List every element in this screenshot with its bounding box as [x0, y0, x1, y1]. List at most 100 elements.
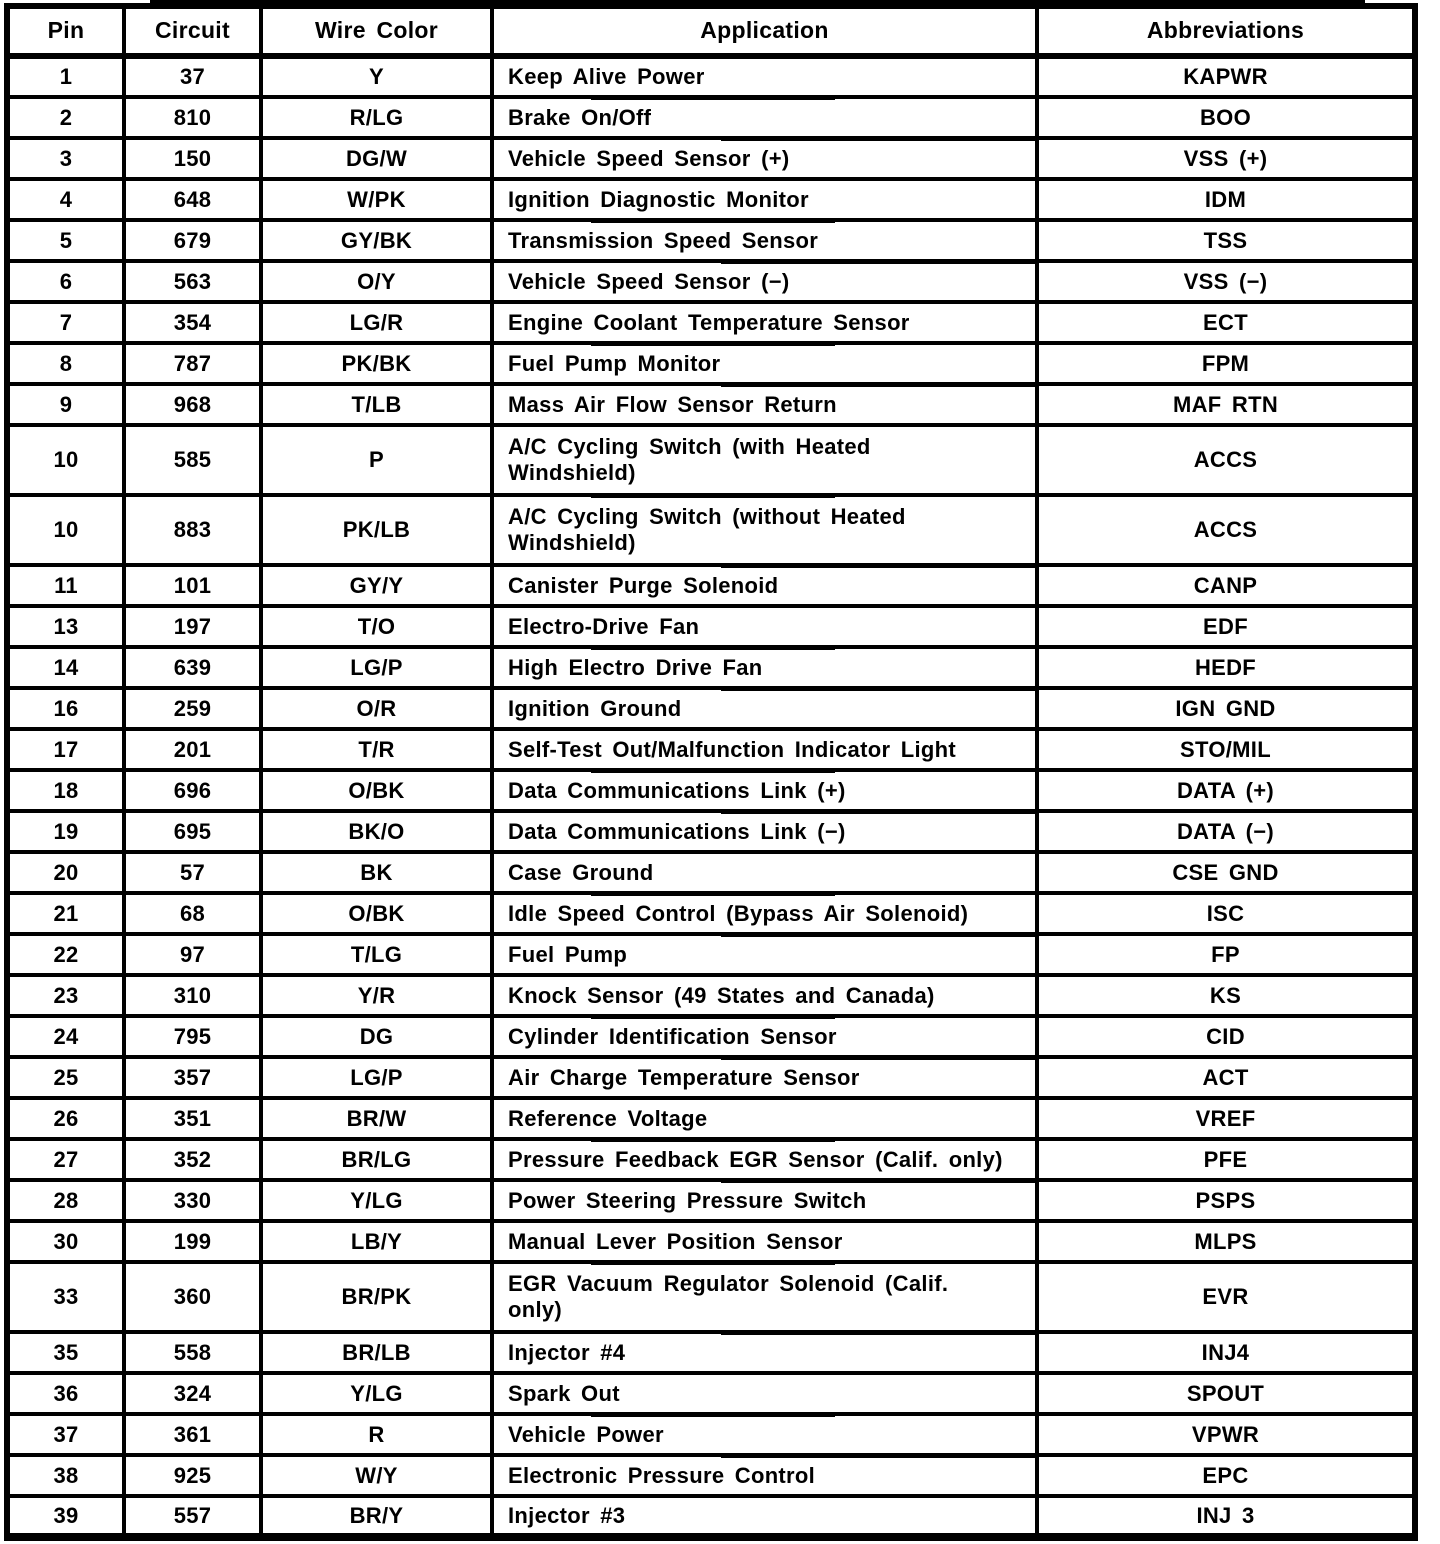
pin-cell: 4 — [5, 177, 126, 222]
abbreviation-cell: EDF — [1035, 604, 1417, 649]
application-cell: Air Charge Temperature Sensor — [490, 1055, 1039, 1100]
application-cell: Canister Purge Solenoid — [490, 563, 1039, 608]
application-cell: Case Ground — [490, 850, 1039, 895]
table-row: 24 795 DG Cylinder Identification Sensor CID — [5, 1014, 1417, 1059]
abbreviation-cell: FPM — [1035, 341, 1417, 386]
circuit-cell: 883 — [122, 493, 263, 567]
pin-cell: 14 — [5, 645, 126, 690]
wire-color-cell: O/Y — [259, 259, 494, 304]
table-row: 30 199 LB/Y Manual Lever Position Sensor MLP… — [5, 1219, 1417, 1264]
wire-color-cell: T/R — [259, 727, 494, 772]
table-row: 5 679 GY/BK Transmission Speed Sensor TSS — [5, 218, 1417, 263]
wire-color-cell: Y — [259, 54, 494, 99]
application-cell: Spark Out — [490, 1371, 1039, 1416]
pin-cell: 13 — [5, 604, 126, 649]
pin-cell: 21 — [5, 891, 126, 936]
table-row: 2 810 R/LG Brake On/Off BOO — [5, 95, 1417, 140]
abbreviation-cell: TSS — [1035, 218, 1417, 263]
abbreviation-cell: MAF RTN — [1035, 382, 1417, 427]
abbreviation-cell: VPWR — [1035, 1412, 1417, 1457]
pin-cell: 18 — [5, 768, 126, 813]
application-cell: Data Communications Link (+) — [490, 768, 1039, 813]
wire-color-cell: P — [259, 423, 494, 497]
column-header-pin: Pin — [5, 4, 126, 59]
table-row: 14 639 LG/P High Electro Drive Fan HEDF — [5, 645, 1417, 690]
wire-color-cell: R/LG — [259, 95, 494, 140]
abbreviation-cell: DATA (+) — [1035, 768, 1417, 813]
application-cell: Fuel Pump — [490, 932, 1039, 977]
circuit-cell: 558 — [122, 1330, 263, 1375]
circuit-cell: 101 — [122, 563, 263, 608]
application-cell: EGR Vacuum Regulator Solenoid (Calif. on… — [490, 1260, 1039, 1334]
circuit-cell: 351 — [122, 1096, 263, 1141]
abbreviation-cell: ACT — [1035, 1055, 1417, 1100]
circuit-cell: 150 — [122, 136, 263, 181]
application-cell: Brake On/Off — [490, 95, 1039, 140]
header-row: Pin Circuit Wire Color Application Abbre… — [5, 4, 1417, 59]
pin-cell: 5 — [5, 218, 126, 263]
circuit-cell: 810 — [122, 95, 263, 140]
wire-color-cell: W/PK — [259, 177, 494, 222]
circuit-cell: 695 — [122, 809, 263, 854]
wire-color-cell: T/O — [259, 604, 494, 649]
abbreviation-cell: CSE GND — [1035, 850, 1417, 895]
wire-color-cell: BR/Y — [259, 1494, 494, 1539]
abbreviation-cell: ECT — [1035, 300, 1417, 345]
wire-color-cell: O/BK — [259, 768, 494, 813]
pin-cell: 37 — [5, 1412, 126, 1457]
table-row: 23 310 Y/R Knock Sensor (49 States and Cana… — [5, 973, 1417, 1018]
pin-cell: 39 — [5, 1494, 126, 1539]
abbreviation-cell: CID — [1035, 1014, 1417, 1059]
pin-cell: 38 — [5, 1453, 126, 1498]
abbreviation-cell: ISC — [1035, 891, 1417, 936]
application-cell: A/C Cycling Switch (without Heated Winds… — [490, 493, 1039, 567]
wire-color-cell: LB/Y — [259, 1219, 494, 1264]
table-row: 33 360 BR/PK EGR Vacuum Regulator Solenoid … — [5, 1260, 1417, 1334]
table-row: 10 585 P A/C Cycling Switch (with Heated Wi… — [5, 423, 1417, 497]
wire-color-cell: BK — [259, 850, 494, 895]
abbreviation-cell: KAPWR — [1035, 54, 1417, 99]
application-cell: Data Communications Link (−) — [490, 809, 1039, 854]
application-cell: Electronic Pressure Control — [490, 1453, 1039, 1498]
table-row: 25 357 LG/P Air Charge Temperature Sensor AC… — [5, 1055, 1417, 1100]
circuit-cell: 925 — [122, 1453, 263, 1498]
wire-color-cell: BR/W — [259, 1096, 494, 1141]
abbreviation-cell: ACCS — [1035, 493, 1417, 567]
table-row: 36 324 Y/LG Spark Out SPOUT — [5, 1371, 1417, 1416]
circuit-cell: 557 — [122, 1494, 263, 1539]
table-row: 11 101 GY/Y Canister Purge Solenoid CANP — [5, 563, 1417, 608]
circuit-cell: 585 — [122, 423, 263, 497]
circuit-cell: 199 — [122, 1219, 263, 1264]
application-cell: Idle Speed Control (Bypass Air Solenoid) — [490, 891, 1039, 936]
circuit-cell: 310 — [122, 973, 263, 1018]
pin-cell: 8 — [5, 341, 126, 386]
table-row: 28 330 Y/LG Power Steering Pressure Switch P… — [5, 1178, 1417, 1223]
pin-cell: 36 — [5, 1371, 126, 1416]
pin-cell: 20 — [5, 850, 126, 895]
application-cell: Injector #4 — [490, 1330, 1039, 1375]
application-cell: Power Steering Pressure Switch — [490, 1178, 1039, 1223]
application-cell: Vehicle Power — [490, 1412, 1039, 1457]
wire-color-cell: T/LB — [259, 382, 494, 427]
circuit-cell: 352 — [122, 1137, 263, 1182]
application-cell: Injector #3 — [490, 1494, 1039, 1539]
pin-cell: 30 — [5, 1219, 126, 1264]
circuit-cell: 354 — [122, 300, 263, 345]
pin-cell: 16 — [5, 686, 126, 731]
wire-color-cell: Y/LG — [259, 1178, 494, 1223]
table-row: 16 259 O/R Ignition Ground IGN GND — [5, 686, 1417, 731]
table-body: 1 37 Y Keep Alive Power KAPWR 2 810 R/LG Brake O… — [5, 54, 1417, 1539]
wire-color-cell: Y/LG — [259, 1371, 494, 1416]
pin-cell: 17 — [5, 727, 126, 772]
table-row: 3 150 DG/W Vehicle Speed Sensor (+) VSS (+) — [5, 136, 1417, 181]
circuit-cell: 968 — [122, 382, 263, 427]
table-row: 21 68 O/BK Idle Speed Control (Bypass Air S… — [5, 891, 1417, 936]
pin-cell: 23 — [5, 973, 126, 1018]
table-row: 37 361 R Vehicle Power VPWR — [5, 1412, 1417, 1457]
wire-color-cell: LG/P — [259, 1055, 494, 1100]
circuit-cell: 360 — [122, 1260, 263, 1334]
pin-cell: 11 — [5, 563, 126, 608]
wire-color-cell: O/BK — [259, 891, 494, 936]
abbreviation-cell: PSPS — [1035, 1178, 1417, 1223]
application-cell: High Electro Drive Fan — [490, 645, 1039, 690]
